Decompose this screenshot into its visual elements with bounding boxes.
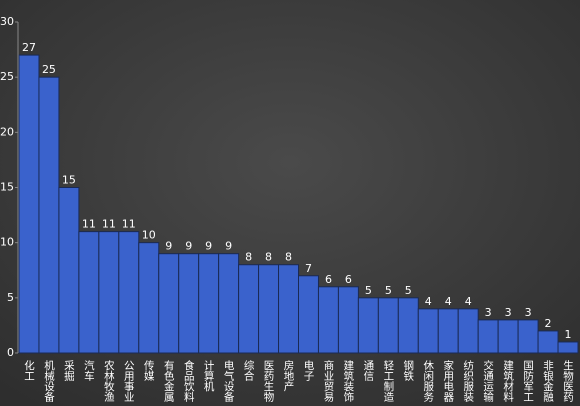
data-label: 6 <box>325 273 332 286</box>
data-label: 9 <box>225 240 232 253</box>
bar <box>18 54 40 354</box>
data-label: 25 <box>42 63 56 76</box>
x-tick-label: 生物医药 <box>562 359 574 403</box>
data-label: 9 <box>165 240 172 253</box>
bar <box>417 308 439 354</box>
x-tick-label: 化工 <box>23 359 35 381</box>
data-label: 8 <box>245 251 252 264</box>
x-tick-label: 纺织服装 <box>462 359 474 403</box>
x-tick-label: 机械设备 <box>43 359 55 403</box>
data-label: 27 <box>22 41 36 54</box>
bar <box>258 264 280 354</box>
data-label: 11 <box>82 218 96 231</box>
x-tick-label: 电子 <box>302 359 314 381</box>
y-tick-label: 25 <box>0 70 14 83</box>
x-tick-label: 传媒 <box>143 360 155 382</box>
y-tick-label: 15 <box>0 181 14 194</box>
data-label: 9 <box>185 240 192 253</box>
y-tick-label: 0 <box>7 346 14 359</box>
bar <box>278 264 299 354</box>
bar <box>38 76 60 354</box>
x-tick-label: 农林牧渔 <box>103 359 115 403</box>
data-label: 8 <box>265 251 272 264</box>
data-label: 11 <box>122 218 136 231</box>
x-tick-label: 通信 <box>362 360 374 382</box>
x-tick-label: 医药生物 <box>263 360 275 403</box>
x-tick-label: 商业贸易 <box>322 359 334 403</box>
bar <box>298 275 319 354</box>
data-label: 4 <box>465 295 472 308</box>
x-tick-label: 建筑材料 <box>502 359 514 403</box>
x-tick-label: 钢铁 <box>402 359 414 382</box>
data-label: 4 <box>445 295 452 308</box>
data-label: 3 <box>505 306 512 319</box>
x-tick-label: 综合 <box>243 359 255 382</box>
bar <box>397 297 419 354</box>
bar <box>138 242 160 354</box>
data-label: 6 <box>345 273 352 286</box>
data-label: 15 <box>62 174 76 187</box>
x-tick-label: 有色金属 <box>163 359 175 403</box>
data-label: 5 <box>365 284 372 297</box>
data-label: 5 <box>385 284 392 297</box>
y-tick-label: 5 <box>7 291 14 304</box>
data-label: 10 <box>142 229 156 242</box>
x-tick-label: 家用电器 <box>442 359 454 403</box>
data-label: 3 <box>525 306 532 319</box>
data-label: 7 <box>305 262 312 275</box>
x-tick-label: 公用事业 <box>123 360 135 402</box>
data-label: 9 <box>205 240 212 253</box>
y-tick-label: 10 <box>0 236 14 249</box>
bar <box>178 253 200 354</box>
x-tick-label: 国防军工 <box>522 360 534 402</box>
bar <box>58 187 80 354</box>
y-tick-label: 30 <box>0 15 14 28</box>
bar <box>477 319 499 354</box>
bar <box>98 231 120 354</box>
x-tick-label: 电气设备 <box>223 359 235 403</box>
x-tick-label: 计算机 <box>203 359 215 392</box>
bar <box>337 286 359 354</box>
bar <box>118 231 140 354</box>
x-tick-label: 建筑装饰 <box>342 359 354 403</box>
bar <box>517 319 539 354</box>
y-tick-label: 20 <box>0 125 14 138</box>
data-label: 8 <box>285 251 292 264</box>
bar <box>198 253 220 354</box>
bar <box>437 308 459 354</box>
bar <box>158 253 180 354</box>
x-tick-label: 轻工制造 <box>382 359 394 402</box>
data-label: 3 <box>485 306 492 319</box>
bar <box>537 330 559 354</box>
bar <box>78 231 100 354</box>
x-tick-label: 采掘 <box>63 360 75 382</box>
bar <box>557 341 579 354</box>
x-tick-label: 房地产 <box>283 359 295 392</box>
bar <box>317 286 339 354</box>
bar <box>357 297 379 354</box>
x-tick-label: 休闲服务 <box>422 360 434 403</box>
bar <box>457 308 479 354</box>
x-tick-label: 非银金融 <box>542 360 554 403</box>
x-tick-label: 交通运输 <box>482 359 494 403</box>
x-tick-label: 食品饮料 <box>183 359 195 403</box>
data-label: 2 <box>545 317 552 330</box>
data-label: 1 <box>565 328 572 341</box>
bar <box>377 297 399 354</box>
x-tick-label: 汽车 <box>83 359 95 382</box>
data-label: 11 <box>102 218 116 231</box>
bar <box>497 319 519 354</box>
bar <box>238 264 260 354</box>
data-label: 5 <box>405 284 412 297</box>
bar <box>218 253 240 354</box>
data-label: 4 <box>425 295 432 308</box>
